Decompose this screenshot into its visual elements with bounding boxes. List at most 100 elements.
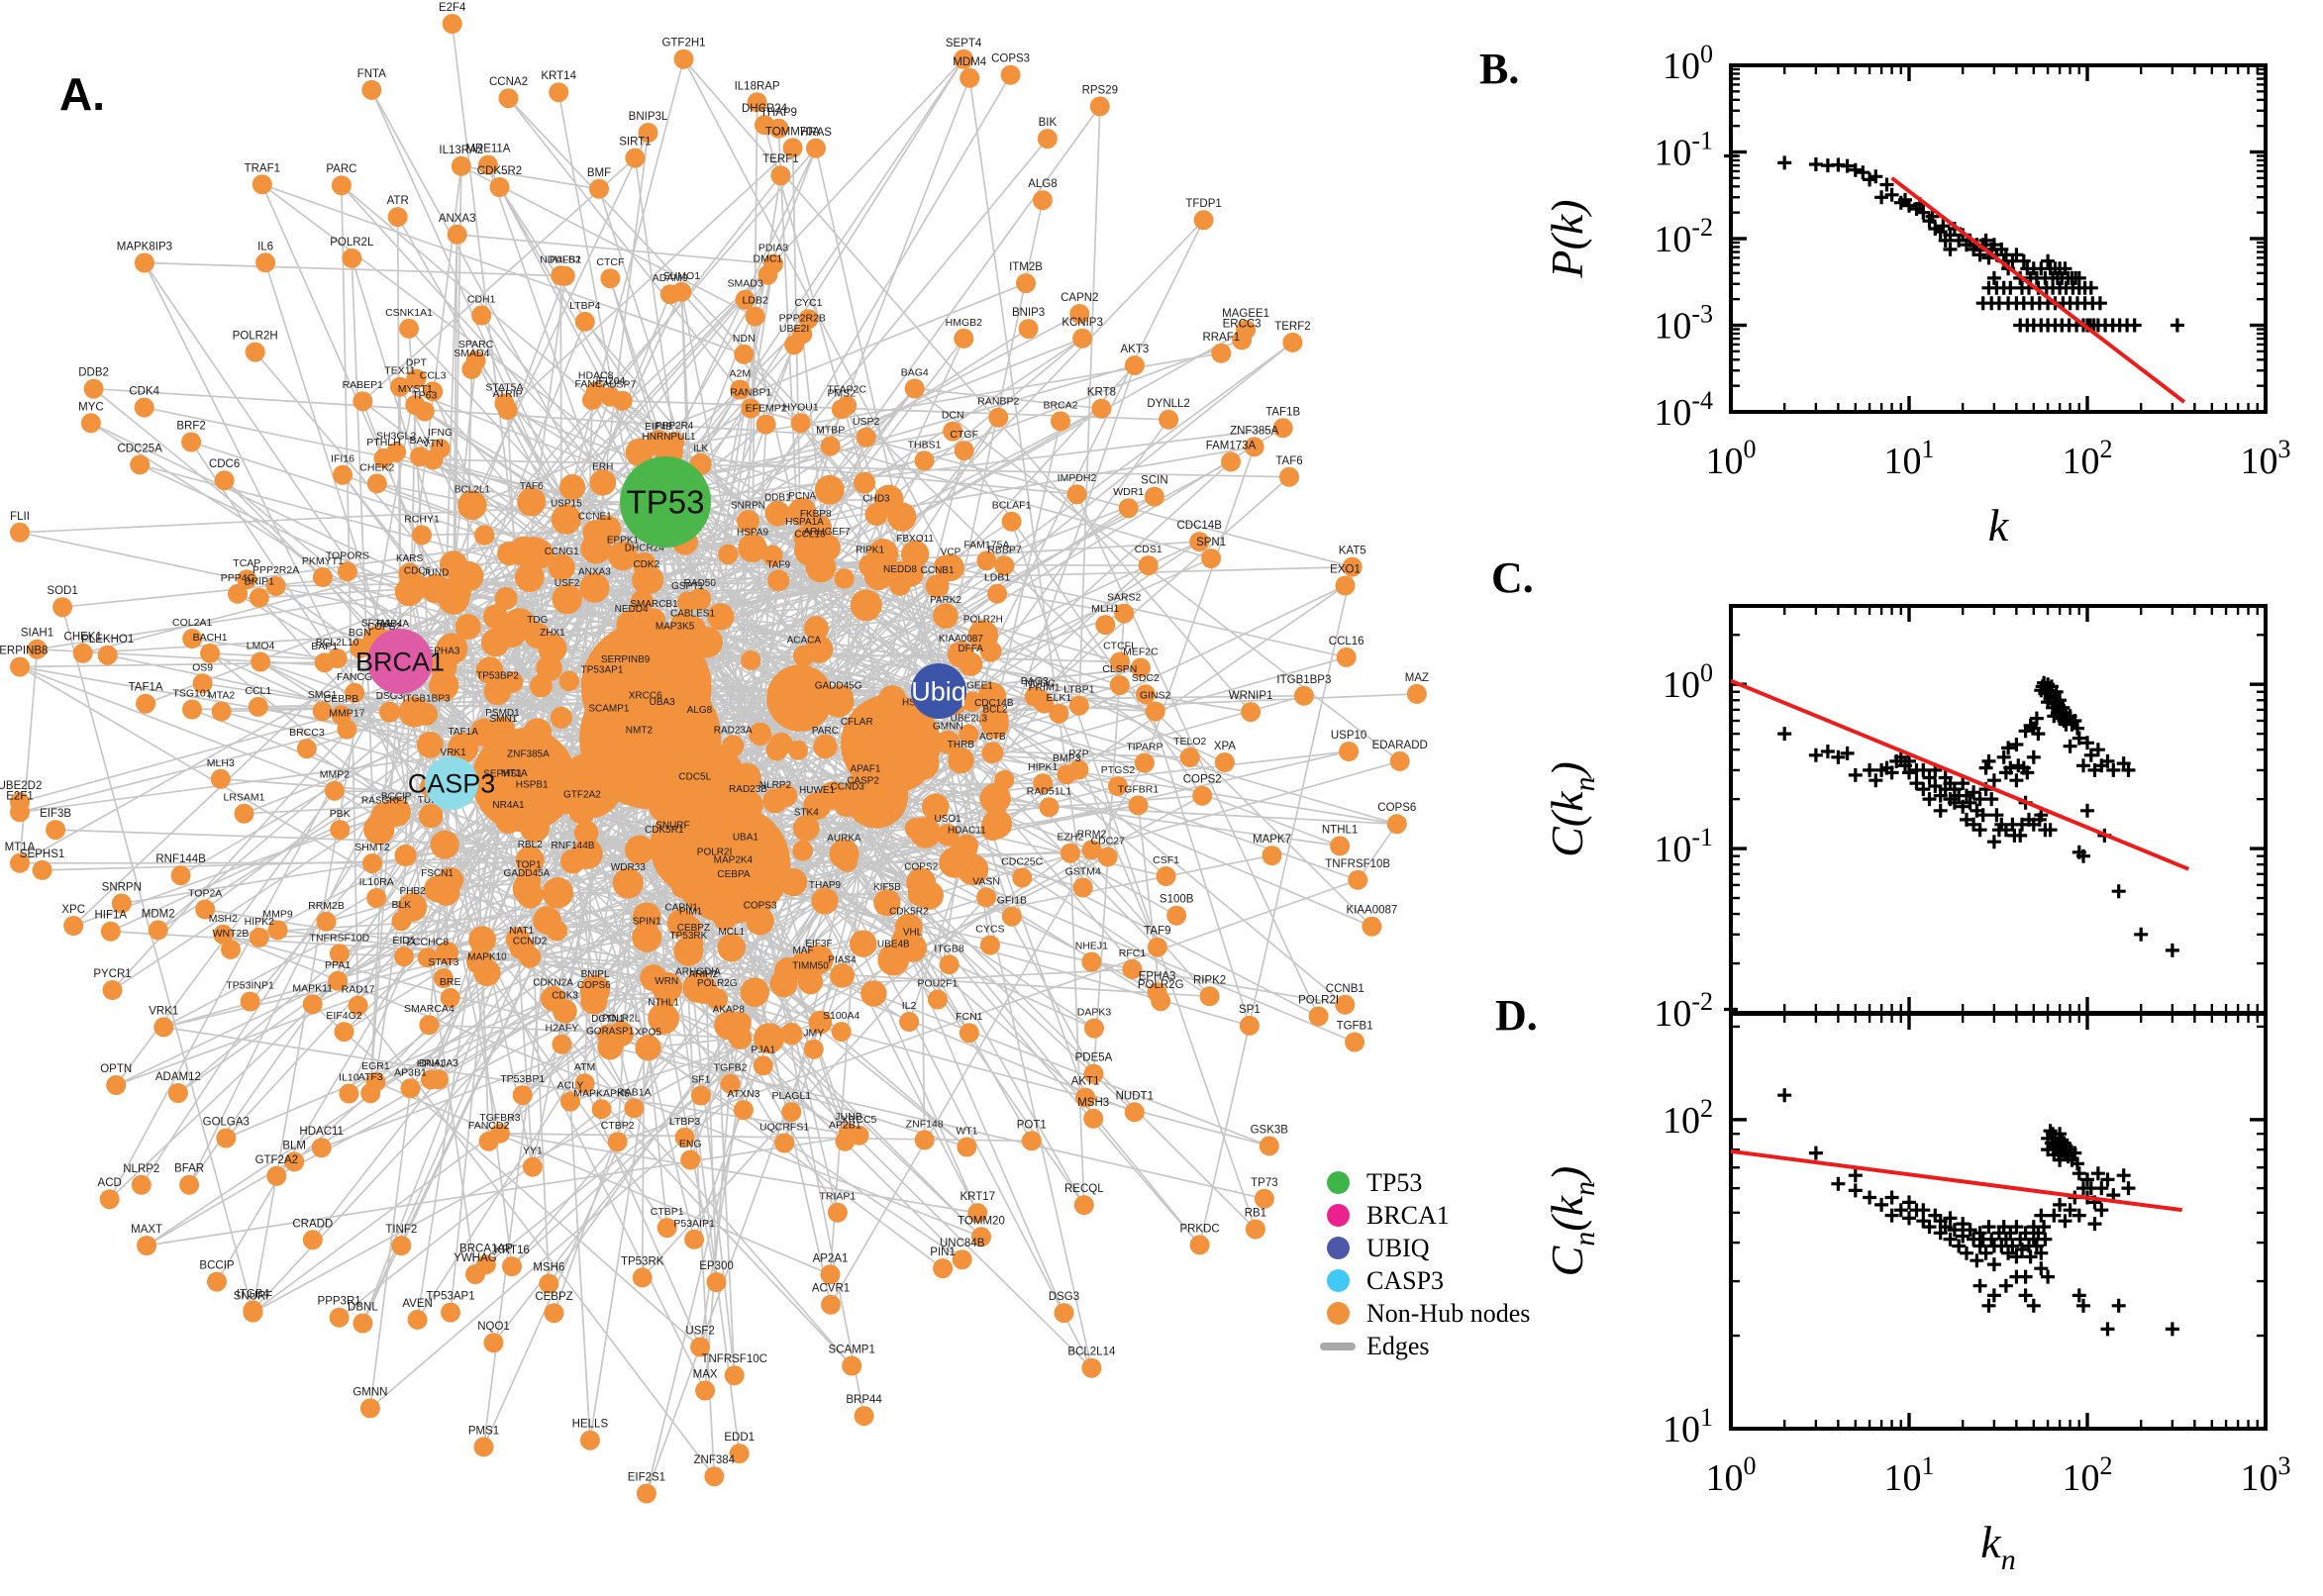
network-node-label: CDC14B	[974, 698, 1014, 709]
network-node-label: YY1	[523, 1146, 543, 1157]
network-node	[540, 985, 566, 1012]
network-node	[1156, 866, 1176, 886]
network-node-label: ACD	[98, 1177, 122, 1189]
network-node-label: XPO5	[635, 1027, 661, 1038]
network-node-label: RASGRF1	[361, 795, 409, 806]
network-node	[830, 963, 855, 988]
network-node-label: TNFRSF10C	[701, 1353, 766, 1365]
network-node	[638, 123, 658, 143]
network-node	[691, 626, 723, 658]
network-node	[489, 1123, 510, 1144]
network-node-label: PHB2	[400, 886, 427, 897]
network-node	[421, 1069, 441, 1090]
network-node-label: THAP9	[760, 107, 797, 119]
network-node-label: SCAMP1	[829, 1345, 875, 1356]
network-node	[181, 432, 202, 452]
network-node	[451, 155, 471, 176]
network-node	[960, 67, 980, 88]
network-node-label: BACH1	[193, 632, 228, 644]
network-node	[1032, 190, 1053, 211]
network-node-label: FANCG	[337, 671, 372, 683]
network-node	[735, 289, 756, 310]
network-node-label: EIF3B	[40, 808, 71, 820]
hub-node-label: TP53	[627, 484, 705, 521]
network-node-label: AP2A1	[813, 1252, 849, 1264]
network-edge	[846, 405, 1372, 928]
network-node-label: KIAA0087	[939, 634, 983, 645]
network-node-label: IL13RA2	[439, 145, 483, 156]
network-node-label: TOMM20	[958, 1215, 1005, 1227]
network-node	[134, 252, 154, 273]
network-node-label: PYCR1	[93, 968, 131, 980]
network-node-label: EIF3F	[805, 939, 832, 949]
tick-label: 10-1	[1654, 127, 1713, 174]
network-node	[666, 908, 696, 938]
network-node-label: RNF144B	[552, 841, 595, 851]
network-node-label: RRAF1	[1202, 332, 1240, 344]
network-node	[99, 1189, 120, 1210]
network-node-label: FBXO11	[896, 534, 934, 545]
network-node	[100, 921, 121, 942]
network-node-label: EID1	[392, 935, 416, 947]
network-node	[1081, 1357, 1102, 1378]
network-edge	[277, 929, 655, 979]
network-node-label: KRT16	[494, 1245, 530, 1256]
network-node-label: ACLY	[557, 1080, 584, 1092]
network-node	[749, 722, 772, 747]
network-node-label: POLR2L	[602, 1013, 641, 1024]
network-node	[1262, 846, 1282, 866]
network-node	[487, 774, 519, 805]
network-node	[632, 1267, 653, 1288]
network-node-label: TOP1	[516, 860, 542, 871]
network-node	[503, 608, 536, 640]
network-node	[1095, 615, 1116, 636]
network-node-label: FANCD2	[468, 1120, 510, 1132]
network-node	[481, 628, 510, 657]
network-edge	[410, 936, 648, 1090]
network-node	[1362, 916, 1382, 937]
network-node	[850, 589, 882, 622]
network-node-label: NLRP2	[123, 1163, 159, 1175]
network-node-label: STAT3	[428, 956, 458, 968]
network-node	[52, 597, 73, 618]
hub-node-ubiq: Ubiq	[911, 663, 966, 719]
network-node-label: MMP2	[320, 769, 350, 781]
network-node-label: BRIP1	[245, 576, 275, 588]
network-node	[987, 583, 1008, 604]
network-node	[513, 754, 544, 785]
network-edge	[399, 386, 507, 599]
network-node	[429, 670, 459, 701]
network-node-label: DCTN1	[591, 1014, 625, 1025]
network-node	[1282, 332, 1303, 352]
network-node-label: MAPK7	[1253, 834, 1291, 846]
network-node-label: ENG	[679, 1139, 702, 1150]
network-node-label: ELK1	[1047, 692, 1072, 704]
network-node	[465, 1264, 485, 1285]
network-node-label: HIF1A	[95, 910, 128, 922]
network-node	[243, 1302, 263, 1323]
network-node	[192, 673, 213, 694]
network-node-label: OS9	[192, 661, 213, 673]
network-node	[681, 779, 709, 807]
network-edge	[19, 648, 39, 863]
network-edge	[375, 1081, 831, 1276]
network-node-label: CDC27	[1090, 835, 1125, 847]
network-node-label: NAT1	[509, 926, 534, 937]
legend-label: Non-Hub nodes	[1366, 1298, 1531, 1328]
network-node	[954, 49, 974, 69]
network-node	[1211, 343, 1232, 363]
network-node	[792, 815, 820, 842]
fit-line	[1730, 1148, 2182, 1213]
network-node-label: E2F4	[439, 2, 466, 14]
network-node-label: USP15	[551, 499, 582, 510]
network-edge	[461, 368, 473, 748]
network-node-label: BAP1	[311, 641, 338, 652]
network-node	[83, 378, 104, 399]
network-node-label: ARHGEF7	[803, 527, 851, 538]
network-node	[797, 969, 824, 995]
network-node	[1221, 451, 1241, 472]
network-node-label: EIF4G2	[326, 1010, 361, 1022]
network-node	[477, 154, 498, 175]
network-node-label: UBA1	[733, 833, 759, 844]
network-node	[471, 305, 492, 326]
